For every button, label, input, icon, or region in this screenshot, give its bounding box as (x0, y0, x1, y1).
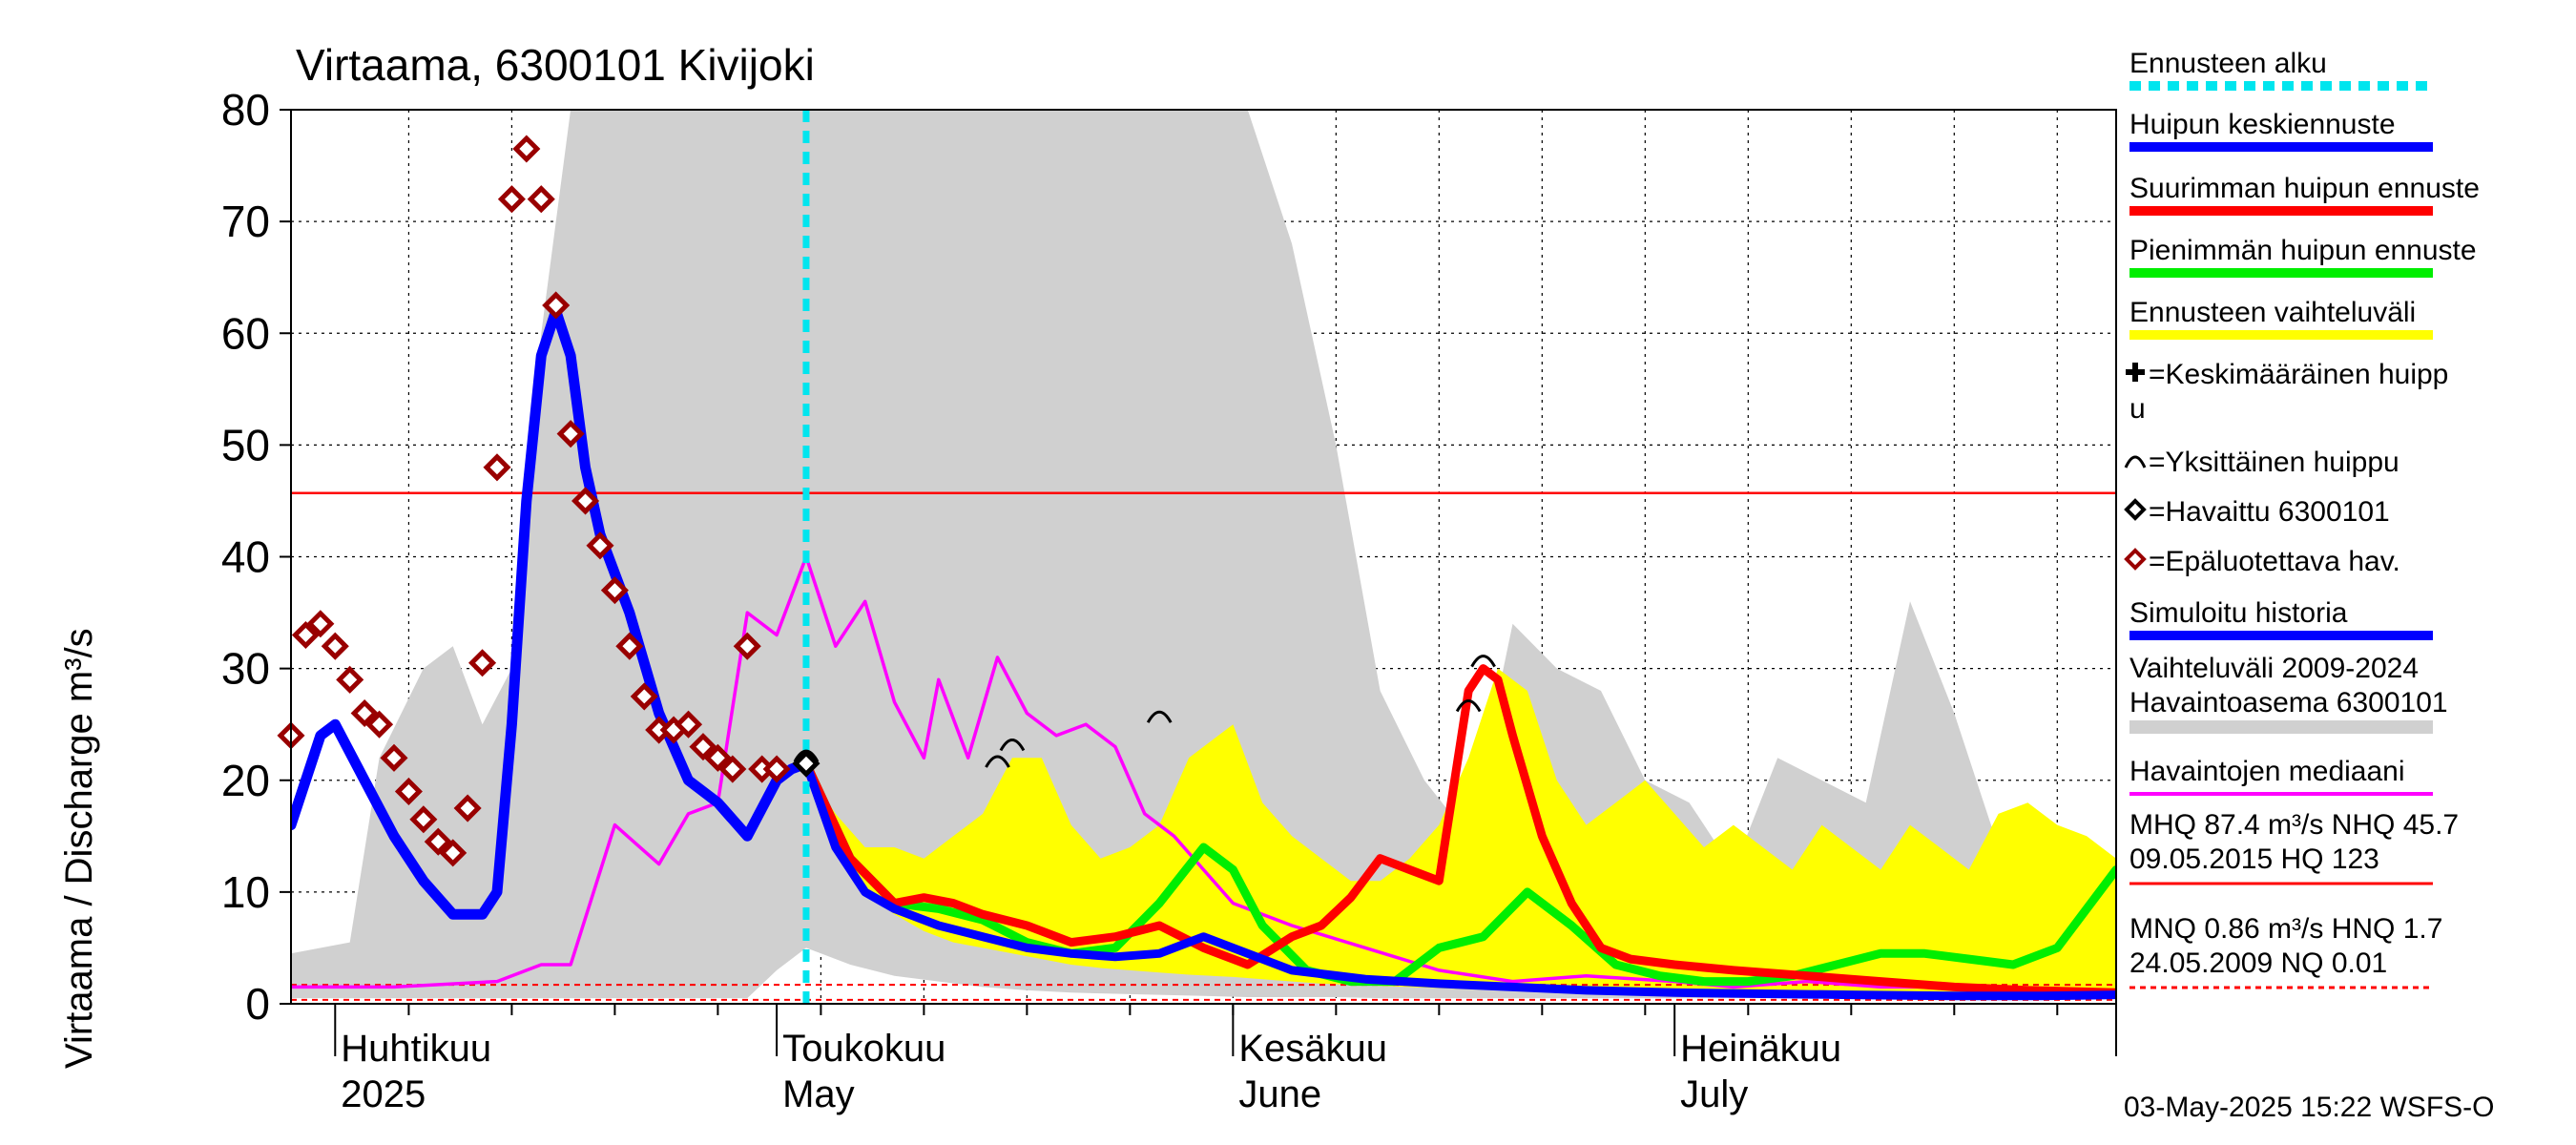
unreliable-observation-point (586, 531, 614, 560)
unreliable-observation-point (424, 827, 452, 856)
unreliable-observation-point (733, 632, 761, 660)
month-label-fi: Toukokuu (782, 1028, 945, 1070)
unreliable-observation-point (527, 185, 555, 214)
unreliable-observation-point (321, 632, 349, 660)
y-tick-label: 10 (221, 867, 270, 917)
month-label-fi: Kesäkuu (1238, 1028, 1387, 1070)
unreliable-observation-point (380, 743, 408, 772)
month-label-en: July (1680, 1073, 1748, 1115)
unreliable-observation-point (689, 733, 717, 761)
legend-label-cont: 24.05.2009 NQ 0.01 (2129, 947, 2387, 979)
forecast-variation-band (806, 668, 2116, 997)
y-tick-label: 0 (245, 979, 270, 1029)
legend-label: Havaintojen mediaani (2129, 756, 2405, 787)
month-label-en: 2025 (341, 1073, 426, 1115)
legend-label: =Yksittäinen huippu (2149, 447, 2399, 478)
unreliable-observation-point (600, 576, 629, 605)
series-havaintojen-mediaani (291, 554, 2116, 995)
unreliable-observation-point (365, 710, 394, 739)
legend-label: MNQ 0.86 m³/s HNQ 1.7 (2129, 913, 2442, 945)
y-axis-label: Virtaama / Discharge m³/s (58, 628, 100, 1069)
legend-mean-peak-icon (2126, 363, 2145, 382)
unreliable-observation-point (556, 420, 585, 448)
unreliable-observation-point (615, 632, 644, 660)
legend-label: Suurimman huipun ennuste (2129, 173, 2480, 204)
series-lines (291, 305, 2116, 1001)
legend-label-cont: Havaintoasema 6300101 (2129, 687, 2448, 718)
observed-point (792, 749, 821, 778)
unreliable-observation-point (630, 682, 658, 711)
y-tick-label: 30 (221, 644, 270, 694)
series-pienimm-n-huipun-ennuste (801, 759, 2116, 987)
y-tick-label: 60 (221, 308, 270, 358)
unreliable-observation-point (675, 710, 703, 739)
legend-label: Ennusteen alku (2129, 48, 2327, 79)
unreliable-observation-point (762, 755, 791, 783)
y-tick-label: 20 (221, 756, 270, 805)
y-tick-label: 70 (221, 197, 270, 246)
legend-label: Pienimmän huipun ennuste (2129, 235, 2477, 266)
month-label-fi: Huhtikuu (341, 1028, 491, 1070)
unreliable-observation-point (453, 794, 482, 822)
y-tick-label: 50 (221, 420, 270, 469)
unreliable-observation-point (497, 185, 526, 214)
month-label-en: May (782, 1073, 855, 1115)
unreliable-observation-point (336, 665, 364, 694)
unreliable-observation-point (394, 777, 423, 805)
markers (277, 110, 1496, 1004)
unreliable-observation-point (306, 610, 335, 638)
unreliable-observation-point (439, 839, 467, 867)
individual-peak-marker (985, 755, 1010, 768)
unreliable-observation-point (483, 453, 511, 482)
legend-diamond-icon (2124, 498, 2147, 521)
individual-peak-marker (1470, 655, 1496, 668)
legend-diamond-icon (2124, 548, 2147, 571)
legend-label-cont: 09.05.2015 HQ 123 (2129, 843, 2379, 875)
unreliable-observation-point (409, 805, 438, 834)
series-huipun-keskiennuste (801, 759, 2116, 1001)
month-label-fi: Heinäkuu (1680, 1028, 1841, 1070)
legend-label-cont: u (2129, 393, 2146, 425)
series-simuloitu-historia (291, 305, 812, 920)
legend-peak-arc-icon (2124, 455, 2147, 468)
unreliable-observation-point (542, 291, 571, 320)
unreliable-observation-point (291, 620, 320, 650)
legend-label: =Havaittu 6300101 (2149, 496, 2390, 528)
month-label-en: June (1238, 1073, 1321, 1115)
unreliable-observation-point (718, 755, 747, 783)
legend: Ennusteen alku Huipun keskiennuste Suurimm… (2124, 48, 2480, 989)
unreliable-observation-point (512, 135, 541, 163)
historical-variation-band (291, 110, 2116, 999)
legend-label: =Epäluotettava hav. (2149, 546, 2400, 577)
footer-timestamp: 03-May-2025 15:22 WSFS-O (2124, 1092, 2495, 1123)
legend-label: Simuloitu historia (2129, 597, 2348, 629)
legend-label: Ennusteen vaihteluväli (2129, 297, 2416, 328)
legend-label: MHQ 87.4 m³/s NHQ 45.7 (2129, 809, 2459, 841)
individual-peak-marker (1455, 699, 1482, 713)
chart-title: Virtaama, 6300101 Kivijoki (296, 40, 815, 90)
y-tick-label: 80 (221, 85, 270, 135)
legend-label: Huipun keskiennuste (2129, 109, 2396, 140)
unreliable-observation-point (703, 743, 732, 772)
bands (291, 110, 2116, 999)
individual-peak-marker (1146, 710, 1173, 723)
unreliable-observation-point (350, 698, 379, 728)
legend-label: Vaihteluväli 2009-2024 (2129, 653, 2419, 684)
legend-label: =Keskimääräinen huipp (2149, 359, 2448, 390)
unreliable-observation-point (468, 649, 497, 677)
unreliable-observation-point (571, 487, 600, 515)
y-tick-label: 40 (221, 532, 270, 582)
series-suurimman-huipun-ennuste (801, 664, 2116, 997)
individual-peak-marker (999, 739, 1026, 752)
